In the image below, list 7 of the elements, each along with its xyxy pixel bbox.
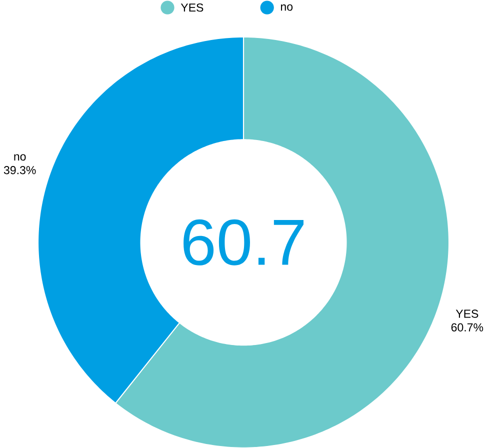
slice-label: no <box>14 154 26 160</box>
text: 60.7 <box>184 219 304 266</box>
data-label: 60.7% <box>451 323 484 332</box>
data-label: 39.3% <box>4 166 36 174</box>
slice-label: YES <box>456 309 478 318</box>
legend-label: YES <box>180 3 204 12</box>
legend-label: no <box>281 4 293 11</box>
